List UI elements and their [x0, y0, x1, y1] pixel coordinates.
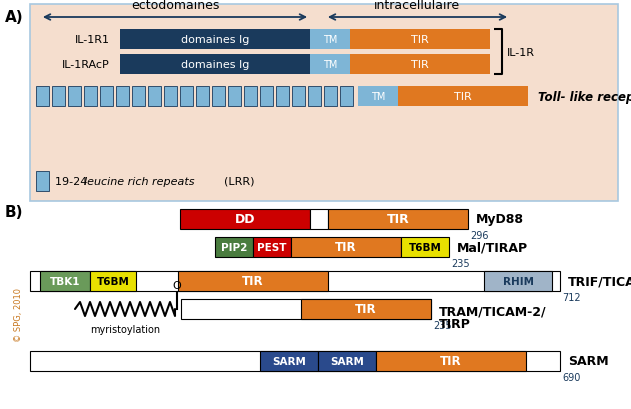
Text: myristoylation: myristoylation — [90, 324, 160, 334]
Text: O: O — [173, 280, 181, 290]
Text: IL-1R: IL-1R — [507, 47, 535, 57]
Text: 712: 712 — [562, 292, 581, 302]
Bar — [178, 271, 328, 291]
Text: A): A) — [5, 10, 23, 25]
Bar — [291, 237, 401, 257]
Text: (LRR): (LRR) — [224, 177, 254, 187]
Bar — [90, 271, 136, 291]
Bar — [301, 299, 431, 319]
Text: TM: TM — [371, 92, 385, 102]
Bar — [181, 299, 431, 319]
Bar — [376, 351, 526, 371]
Bar — [196, 87, 209, 107]
Bar — [30, 351, 560, 371]
Bar — [310, 55, 350, 75]
Text: 235: 235 — [451, 258, 469, 268]
Text: PEST: PEST — [257, 243, 286, 252]
Bar — [120, 30, 310, 50]
Bar — [215, 237, 253, 257]
Text: TRIF/TICAM-1: TRIF/TICAM-1 — [568, 275, 631, 288]
Text: TRAM/TICAM-2/: TRAM/TICAM-2/ — [439, 305, 546, 318]
Text: TIR: TIR — [355, 303, 377, 316]
Bar — [328, 209, 468, 229]
Bar — [308, 87, 321, 107]
Text: intracellulaire: intracellulaire — [374, 0, 460, 12]
Text: IL-1RAcP: IL-1RAcP — [62, 60, 110, 70]
Bar — [484, 271, 552, 291]
Text: SARM: SARM — [272, 356, 306, 366]
Bar — [180, 87, 193, 107]
Bar — [148, 87, 161, 107]
Text: MyD88: MyD88 — [476, 213, 524, 226]
Bar — [36, 87, 49, 107]
Text: B): B) — [5, 204, 23, 220]
Bar — [401, 237, 449, 257]
Bar — [36, 172, 49, 191]
Text: SARM: SARM — [330, 356, 364, 366]
Bar — [358, 87, 398, 107]
Bar — [164, 87, 177, 107]
Text: Mal/TIRAP: Mal/TIRAP — [457, 241, 528, 254]
Text: TIR: TIR — [387, 213, 410, 226]
Text: TIR: TIR — [454, 92, 472, 102]
Bar — [30, 271, 560, 291]
Bar — [132, 87, 145, 107]
Bar — [40, 271, 90, 291]
Text: TIRP: TIRP — [439, 318, 471, 331]
Bar — [120, 55, 310, 75]
Bar — [100, 87, 113, 107]
Text: 19-24: 19-24 — [55, 177, 91, 187]
Text: TIR: TIR — [242, 275, 264, 288]
Bar — [260, 351, 318, 371]
Bar — [244, 87, 257, 107]
Text: Toll- like receptors: Toll- like receptors — [538, 90, 631, 103]
Bar — [398, 87, 528, 107]
Text: SARM: SARM — [568, 355, 609, 368]
Bar — [180, 209, 310, 229]
Bar — [84, 87, 97, 107]
Text: TIR: TIR — [411, 60, 429, 70]
Bar — [52, 87, 65, 107]
Bar — [350, 30, 490, 50]
Text: domaines Ig: domaines Ig — [181, 35, 249, 45]
Text: TIR: TIR — [335, 241, 357, 254]
Text: IL-1R1: IL-1R1 — [75, 35, 110, 45]
Text: PIP2: PIP2 — [221, 243, 247, 252]
Bar — [228, 87, 241, 107]
Text: T6BM: T6BM — [408, 243, 442, 252]
Bar — [260, 87, 273, 107]
Text: TIR: TIR — [440, 355, 462, 368]
Text: TM: TM — [323, 35, 337, 45]
Bar — [116, 87, 129, 107]
Bar — [292, 87, 305, 107]
Text: 296: 296 — [470, 230, 488, 240]
Bar — [324, 87, 337, 107]
Bar — [212, 87, 225, 107]
Text: TM: TM — [323, 60, 337, 70]
Text: TIR: TIR — [411, 35, 429, 45]
Text: ectodomaines: ectodomaines — [131, 0, 219, 12]
Text: TBK1: TBK1 — [50, 276, 80, 286]
Text: © SPG, 2010: © SPG, 2010 — [14, 287, 23, 341]
Text: 235: 235 — [433, 320, 452, 330]
Bar — [340, 87, 353, 107]
Text: domaines Ig: domaines Ig — [181, 60, 249, 70]
Text: T6BM: T6BM — [97, 276, 129, 286]
Bar — [68, 87, 81, 107]
Bar — [318, 351, 376, 371]
FancyBboxPatch shape — [30, 5, 618, 202]
Text: leucine rich repeats: leucine rich repeats — [84, 177, 194, 187]
Bar — [253, 237, 291, 257]
Bar — [350, 55, 490, 75]
Text: DD: DD — [235, 213, 256, 226]
Bar — [310, 30, 350, 50]
Text: 690: 690 — [562, 372, 581, 382]
Bar — [276, 87, 289, 107]
Text: RHIM: RHIM — [502, 276, 533, 286]
Bar — [310, 209, 328, 229]
